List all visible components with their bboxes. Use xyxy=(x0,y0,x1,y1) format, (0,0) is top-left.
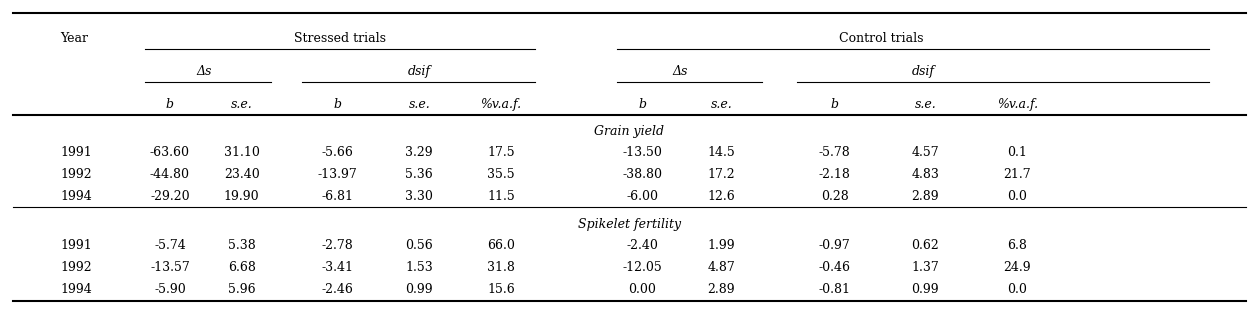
Text: 31.8: 31.8 xyxy=(487,261,515,274)
Text: 0.1: 0.1 xyxy=(1007,146,1027,159)
Text: Stressed trials: Stressed trials xyxy=(293,32,387,45)
Text: 66.0: 66.0 xyxy=(487,239,515,252)
Text: 5.38: 5.38 xyxy=(228,239,256,252)
Text: 6.8: 6.8 xyxy=(1007,239,1027,252)
Text: 2.89: 2.89 xyxy=(708,283,735,296)
Text: 3.29: 3.29 xyxy=(405,146,433,159)
Text: 17.2: 17.2 xyxy=(708,168,735,181)
Text: 17.5: 17.5 xyxy=(487,146,515,159)
Text: 2.89: 2.89 xyxy=(912,190,939,203)
Text: s.e.: s.e. xyxy=(710,98,733,111)
Text: 21.7: 21.7 xyxy=(1003,168,1031,181)
Text: 12.6: 12.6 xyxy=(708,190,735,203)
Text: -13.50: -13.50 xyxy=(622,146,662,159)
Text: 31.10: 31.10 xyxy=(224,146,259,159)
Text: -3.41: -3.41 xyxy=(321,261,354,274)
Text: 1994: 1994 xyxy=(60,283,92,296)
Text: Year: Year xyxy=(60,32,88,45)
Text: -38.80: -38.80 xyxy=(622,168,662,181)
Text: %v.a.f.: %v.a.f. xyxy=(481,98,521,111)
Text: -5.78: -5.78 xyxy=(818,146,851,159)
Text: 0.00: 0.00 xyxy=(628,283,656,296)
Text: 4.57: 4.57 xyxy=(912,146,939,159)
Text: b: b xyxy=(638,98,646,111)
Text: 5.96: 5.96 xyxy=(228,283,256,296)
Text: 1992: 1992 xyxy=(60,168,92,181)
Text: -63.60: -63.60 xyxy=(150,146,190,159)
Text: -5.74: -5.74 xyxy=(154,239,186,252)
Text: 1.99: 1.99 xyxy=(708,239,735,252)
Text: 4.87: 4.87 xyxy=(708,261,735,274)
Text: dsif: dsif xyxy=(912,65,934,78)
Text: -2.40: -2.40 xyxy=(626,239,658,252)
Text: 1992: 1992 xyxy=(60,261,92,274)
Text: Grain yield: Grain yield xyxy=(594,125,665,138)
Text: Spikelet fertility: Spikelet fertility xyxy=(578,218,681,231)
Text: -2.46: -2.46 xyxy=(321,283,354,296)
Text: 6.68: 6.68 xyxy=(228,261,256,274)
Text: -29.20: -29.20 xyxy=(150,190,190,203)
Text: 0.56: 0.56 xyxy=(405,239,433,252)
Text: 15.6: 15.6 xyxy=(487,283,515,296)
Text: s.e.: s.e. xyxy=(230,98,253,111)
Text: -13.57: -13.57 xyxy=(150,261,190,274)
Text: 1994: 1994 xyxy=(60,190,92,203)
Text: -2.78: -2.78 xyxy=(321,239,354,252)
Text: -13.97: -13.97 xyxy=(317,168,358,181)
Text: -6.00: -6.00 xyxy=(626,190,658,203)
Text: 11.5: 11.5 xyxy=(487,190,515,203)
Text: 3.30: 3.30 xyxy=(405,190,433,203)
Text: %v.a.f.: %v.a.f. xyxy=(997,98,1037,111)
Text: Control trials: Control trials xyxy=(838,32,924,45)
Text: -44.80: -44.80 xyxy=(150,168,190,181)
Text: 19.90: 19.90 xyxy=(224,190,259,203)
Text: b: b xyxy=(166,98,174,111)
Text: -0.97: -0.97 xyxy=(818,239,851,252)
Text: 0.0: 0.0 xyxy=(1007,283,1027,296)
Text: -12.05: -12.05 xyxy=(622,261,662,274)
Text: 1.53: 1.53 xyxy=(405,261,433,274)
Text: b: b xyxy=(334,98,341,111)
Text: 35.5: 35.5 xyxy=(487,168,515,181)
Text: 0.28: 0.28 xyxy=(821,190,849,203)
Text: Δs: Δs xyxy=(196,65,212,78)
Text: 14.5: 14.5 xyxy=(708,146,735,159)
Text: -5.90: -5.90 xyxy=(154,283,186,296)
Text: -5.66: -5.66 xyxy=(321,146,354,159)
Text: 0.0: 0.0 xyxy=(1007,190,1027,203)
Text: 1991: 1991 xyxy=(60,146,92,159)
Text: 23.40: 23.40 xyxy=(224,168,259,181)
Text: -6.81: -6.81 xyxy=(321,190,354,203)
Text: b: b xyxy=(831,98,838,111)
Text: 5.36: 5.36 xyxy=(405,168,433,181)
Text: -0.81: -0.81 xyxy=(818,283,851,296)
Text: Δs: Δs xyxy=(672,65,687,78)
Text: s.e.: s.e. xyxy=(914,98,937,111)
Text: 0.99: 0.99 xyxy=(912,283,939,296)
Text: 24.9: 24.9 xyxy=(1003,261,1031,274)
Text: dsif: dsif xyxy=(408,65,431,78)
Text: 1.37: 1.37 xyxy=(912,261,939,274)
Text: 4.83: 4.83 xyxy=(912,168,939,181)
Text: s.e.: s.e. xyxy=(408,98,431,111)
Text: 0.62: 0.62 xyxy=(912,239,939,252)
Text: 1991: 1991 xyxy=(60,239,92,252)
Text: -0.46: -0.46 xyxy=(818,261,851,274)
Text: 0.99: 0.99 xyxy=(405,283,433,296)
Text: -2.18: -2.18 xyxy=(818,168,851,181)
